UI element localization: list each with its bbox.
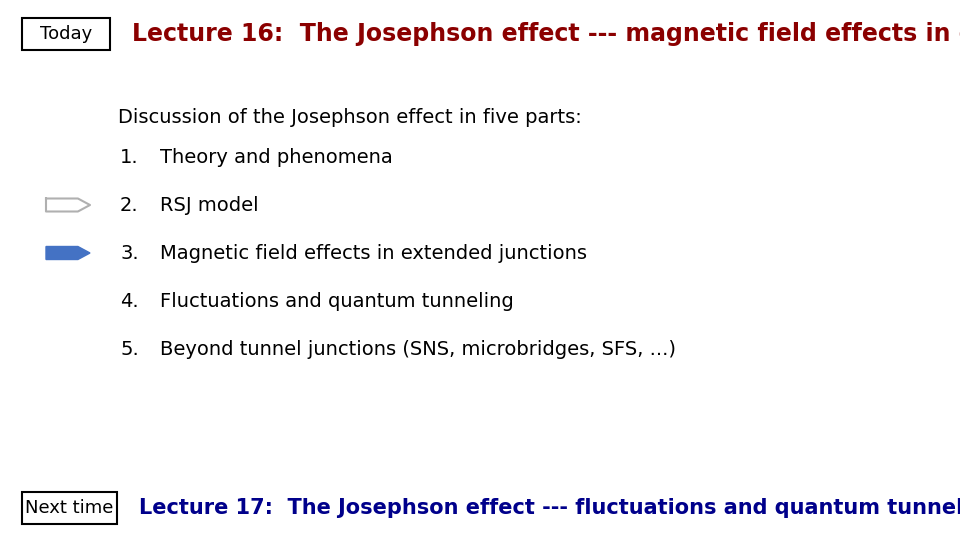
Text: Fluctuations and quantum tunneling: Fluctuations and quantum tunneling [160, 292, 514, 311]
Text: Lecture 16:  The Josephson effect --- magnetic field effects in extended junctio: Lecture 16: The Josephson effect --- mag… [132, 22, 960, 46]
FancyBboxPatch shape [22, 492, 117, 524]
Text: 1.: 1. [120, 148, 138, 167]
Text: 3.: 3. [120, 244, 138, 263]
Text: 4.: 4. [120, 292, 138, 311]
Text: 2.: 2. [120, 196, 138, 215]
Text: RSJ model: RSJ model [160, 196, 258, 215]
Text: Beyond tunnel junctions (SNS, microbridges, SFS, ...): Beyond tunnel junctions (SNS, microbridg… [160, 340, 676, 359]
Polygon shape [46, 246, 90, 260]
Text: Lecture 17:  The Josephson effect --- fluctuations and quantum tunneling: Lecture 17: The Josephson effect --- flu… [139, 498, 960, 518]
Text: 5.: 5. [120, 340, 139, 359]
Text: Magnetic field effects in extended junctions: Magnetic field effects in extended junct… [160, 244, 587, 263]
Text: Today: Today [40, 25, 92, 43]
FancyBboxPatch shape [22, 18, 110, 50]
Text: Discussion of the Josephson effect in five parts:: Discussion of the Josephson effect in fi… [118, 108, 582, 127]
Polygon shape [46, 199, 90, 212]
Text: Next time: Next time [25, 499, 113, 517]
Text: Theory and phenomena: Theory and phenomena [160, 148, 393, 167]
